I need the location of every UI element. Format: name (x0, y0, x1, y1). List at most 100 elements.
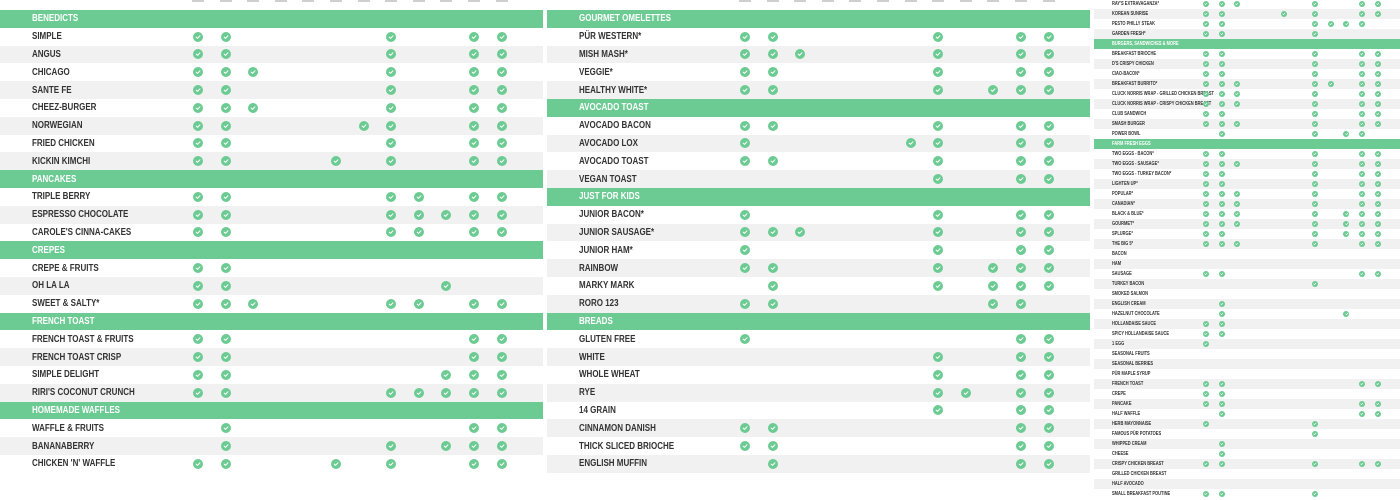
check-circle-icon (1343, 221, 1350, 227)
check-circle-icon (193, 31, 203, 42)
menu-item-row: FAMOUS PÜR POTATOES (1094, 429, 1400, 439)
item-label: POPULAR* (1112, 191, 1134, 197)
item-label: BREAKFAST BRIOCHE (1112, 51, 1157, 57)
column-header-mark (987, 0, 1000, 2)
check-circle-icon (496, 191, 507, 202)
check-circle-icon (767, 31, 778, 42)
check-circle-icon (496, 458, 507, 469)
menu-item-row: ANGUS (0, 45, 543, 64)
check-circle-icon (1374, 51, 1381, 57)
item-label: SWEET & SALTY* (32, 298, 100, 310)
menu-item-row: FRIED CHICKEN (0, 135, 543, 153)
check-circle-icon (441, 387, 452, 398)
check-circle-icon (1203, 151, 1209, 157)
menu-item-row: FRENCH TOAST (1094, 379, 1400, 389)
menu-item-row: LIGHTEN UP* (1094, 179, 1400, 189)
check-circle-icon (1374, 231, 1381, 237)
check-circle-icon (1203, 341, 1209, 347)
menu-item-row: WHITE (547, 348, 1090, 366)
menu-item-row: AVOCADO TOAST (547, 152, 1090, 170)
check-circle-icon (1359, 271, 1365, 277)
check-circle-icon (1312, 181, 1319, 187)
menu-item-row: D'S CRISPY CHICKEN (1094, 59, 1400, 69)
check-circle-icon (386, 31, 397, 42)
item-label: POWER BOWL (1112, 131, 1141, 137)
menu-item-row: CLUB SANDWICH (1094, 109, 1400, 119)
item-label: JUNIOR HAM* (579, 244, 633, 256)
check-circle-icon (1203, 241, 1209, 247)
check-circle-icon (1218, 121, 1225, 127)
check-circle-icon (220, 280, 231, 291)
check-circle-icon (1016, 387, 1026, 398)
allergen-table-middle: GOURMET OMELETTES PÜR WESTERN* MISH MASH* V… (547, 0, 1090, 500)
check-circle-icon (933, 387, 944, 398)
check-circle-icon (193, 191, 203, 202)
menu-item-row: VEGAN TOAST (547, 170, 1090, 188)
check-circle-icon (1218, 401, 1225, 407)
check-circle-icon (1016, 352, 1026, 363)
check-circle-icon (1043, 263, 1054, 274)
check-circle-icon (1359, 1, 1365, 7)
check-circle-icon (1043, 369, 1054, 380)
column-header-mark (247, 0, 260, 2)
check-circle-icon (1043, 387, 1054, 398)
allergen-table-right: RAY'S EXTRAVAGANZA* KOREAN SUNRISE PESTO P… (1094, 0, 1400, 500)
check-circle-icon (1312, 221, 1319, 227)
check-circle-icon (1203, 31, 1209, 37)
item-label: SPICY HOLLANDAISE SAUCE (1112, 331, 1170, 337)
item-label: TRIPLE BERRY (32, 191, 91, 203)
menu-item-row: SEASONAL FRUITS (1094, 349, 1400, 359)
check-circle-icon (386, 191, 397, 202)
check-circle-icon (193, 280, 203, 291)
menu-item-row: ESPRESSO CHOCOLATE (0, 205, 543, 224)
item-label: THICK SLICED BRIOCHE (579, 440, 675, 452)
check-circle-icon (1043, 85, 1054, 96)
check-circle-icon (1016, 31, 1026, 42)
menu-item-row: CHEESE (1094, 449, 1400, 459)
check-circle-icon (795, 227, 806, 238)
check-circle-icon (386, 85, 397, 96)
item-label: AVOCADO BACON (579, 120, 651, 132)
check-circle-icon (1359, 21, 1365, 27)
check-circle-icon (933, 405, 944, 416)
check-circle-icon (1016, 156, 1026, 167)
check-circle-icon (1218, 51, 1225, 57)
check-circle-icon (1218, 381, 1225, 387)
check-circle-icon (220, 120, 231, 131)
item-label: GARDEN FRESH* (1112, 31, 1146, 37)
check-circle-icon (1359, 171, 1365, 177)
check-circle-icon (496, 31, 507, 42)
check-circle-icon (193, 67, 203, 78)
menu-item-row: RAY'S EXTRAVAGANZA* (1094, 0, 1400, 9)
item-label: AVOCADO TOAST (579, 155, 649, 167)
column-header-mark (330, 0, 342, 2)
check-circle-icon (767, 263, 778, 274)
check-circle-icon (740, 156, 750, 167)
check-circle-icon (1374, 161, 1381, 167)
item-label: SANTE FE (32, 84, 72, 96)
check-circle-icon (220, 441, 231, 452)
check-circle-icon (988, 263, 999, 274)
check-circle-icon (386, 441, 397, 452)
check-circle-icon (220, 191, 231, 202)
top-strip (547, 0, 1090, 3)
item-label: THE BIG 5* (1112, 241, 1134, 247)
check-circle-icon (1312, 421, 1319, 427)
item-label: LIGHTEN UP* (1112, 181, 1138, 187)
menu-item-row: CHICAGO (0, 63, 543, 81)
check-circle-icon (1312, 111, 1319, 117)
check-circle-icon (1312, 21, 1319, 27)
check-circle-icon (386, 458, 397, 469)
check-circle-icon (767, 441, 778, 452)
check-circle-icon (1374, 211, 1381, 217)
check-circle-icon (193, 334, 203, 345)
check-circle-icon (1043, 120, 1054, 131)
check-circle-icon (1218, 1, 1225, 7)
check-circle-icon (1016, 209, 1026, 220)
check-circle-icon (1312, 121, 1319, 127)
item-label: 14 GRAIN (579, 404, 616, 416)
check-circle-icon (960, 387, 971, 398)
check-circle-icon (193, 227, 203, 238)
check-circle-icon (1043, 458, 1054, 469)
check-circle-icon (413, 227, 424, 238)
